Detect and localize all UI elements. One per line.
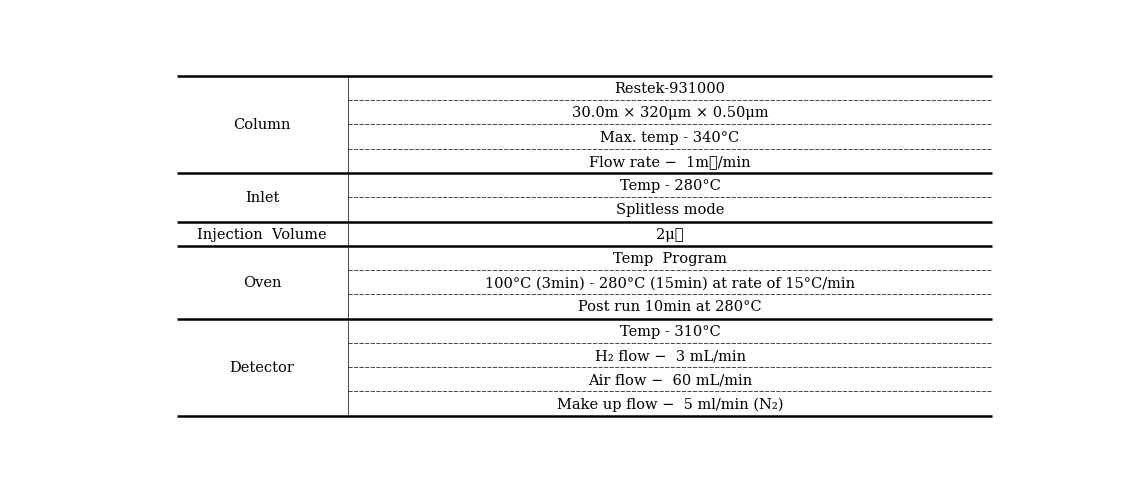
Text: Temp - 310°C: Temp - 310°C	[619, 324, 720, 338]
Text: Post run 10min at 280°C: Post run 10min at 280°C	[578, 300, 762, 314]
Text: 30.0m × 320μm × 0.50μm: 30.0m × 320μm × 0.50μm	[572, 106, 769, 120]
Text: Inlet: Inlet	[245, 191, 280, 205]
Text: Oven: Oven	[243, 275, 282, 289]
Text: H₂ flow −  3 mL/min: H₂ flow − 3 mL/min	[594, 348, 746, 363]
Text: 100°C (3min) - 280°C (15min) at rate of 15°C/min: 100°C (3min) - 280°C (15min) at rate of …	[484, 275, 855, 289]
Text: Injection  Volume: Injection Volume	[197, 227, 327, 241]
Text: Temp - 280°C: Temp - 280°C	[619, 179, 720, 193]
Text: 2μℓ: 2μℓ	[657, 227, 684, 241]
Text: Column: Column	[233, 118, 291, 132]
Text: Detector: Detector	[230, 361, 294, 375]
Text: Make up flow −  5 ml/min (N₂): Make up flow − 5 ml/min (N₂)	[557, 396, 783, 411]
Text: Max. temp - 340°C: Max. temp - 340°C	[600, 130, 739, 144]
Text: Flow rate −  1mℓ/min: Flow rate − 1mℓ/min	[590, 154, 751, 168]
Text: Temp  Program: Temp Program	[614, 251, 727, 265]
Text: Splitless mode: Splitless mode	[616, 203, 724, 217]
Text: Restek-931000: Restek-931000	[615, 82, 726, 96]
Text: Air flow −  60 mL/min: Air flow − 60 mL/min	[588, 373, 752, 387]
